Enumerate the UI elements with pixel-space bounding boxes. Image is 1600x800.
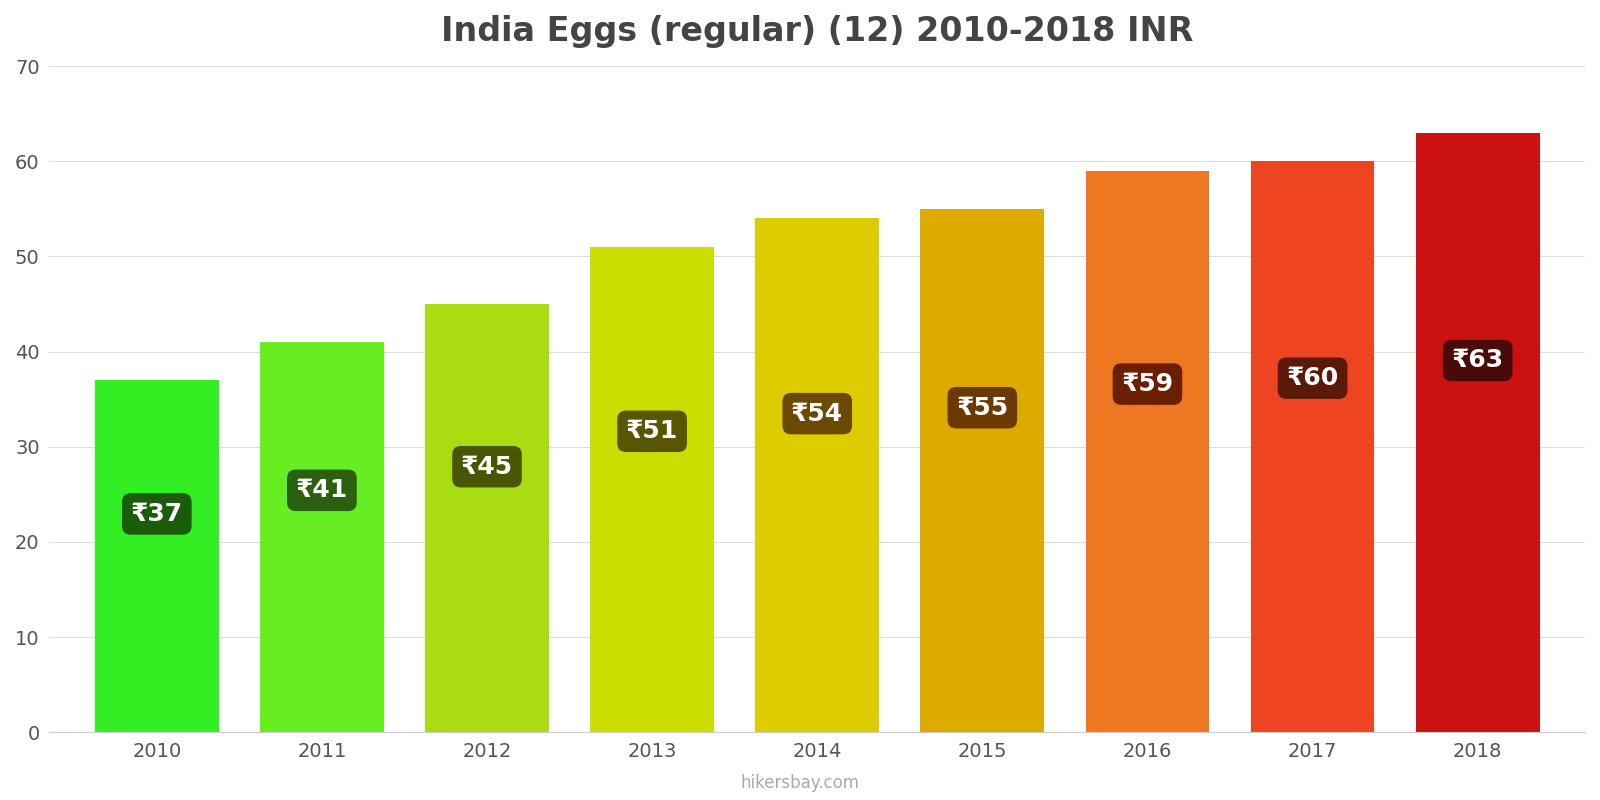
Bar (590, 247, 714, 732)
Text: ₹63: ₹63 (1451, 349, 1504, 373)
Title: India Eggs (regular) (12) 2010-2018 INR: India Eggs (regular) (12) 2010-2018 INR (442, 15, 1194, 48)
Text: ₹41: ₹41 (296, 478, 349, 502)
Bar (755, 218, 878, 732)
Text: hikersbay.com: hikersbay.com (741, 774, 859, 792)
Bar (94, 380, 219, 732)
Text: ₹59: ₹59 (1122, 372, 1173, 396)
Bar (1416, 133, 1539, 732)
Bar (920, 209, 1045, 732)
Text: ₹45: ₹45 (461, 454, 514, 478)
Text: ₹60: ₹60 (1286, 366, 1339, 390)
Text: ₹51: ₹51 (626, 419, 678, 443)
Text: ₹37: ₹37 (131, 502, 182, 526)
Bar (1251, 161, 1374, 732)
Bar (1085, 170, 1210, 732)
Bar (259, 342, 384, 732)
Text: ₹55: ₹55 (957, 396, 1008, 420)
Text: ₹54: ₹54 (790, 402, 843, 426)
Bar (426, 304, 549, 732)
